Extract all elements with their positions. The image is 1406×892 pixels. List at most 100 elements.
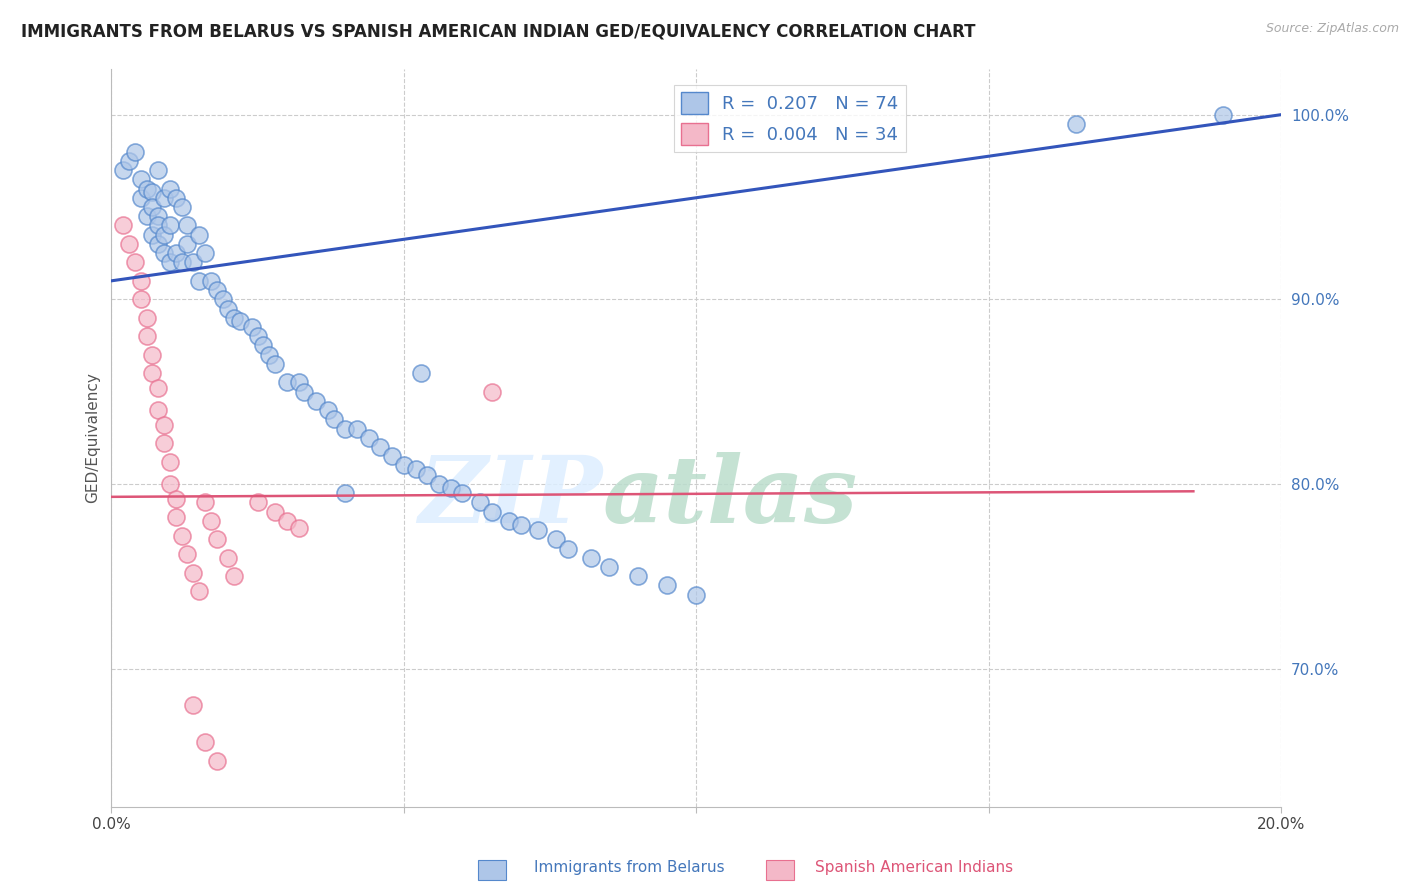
- Point: [224, 310, 246, 325]
- Point: [188, 584, 211, 599]
- Point: [194, 246, 217, 260]
- Point: [124, 145, 146, 159]
- Point: [148, 403, 170, 417]
- Point: [557, 541, 579, 556]
- Point: [148, 163, 170, 178]
- Point: [287, 521, 309, 535]
- Point: [335, 486, 357, 500]
- Point: [498, 514, 520, 528]
- Y-axis label: GED/Equivalency: GED/Equivalency: [86, 372, 100, 503]
- Point: [159, 219, 181, 233]
- Point: [153, 191, 176, 205]
- Point: [370, 440, 392, 454]
- Point: [224, 569, 246, 583]
- Point: [381, 449, 404, 463]
- Point: [159, 455, 181, 469]
- Point: [1066, 117, 1088, 131]
- Point: [181, 255, 204, 269]
- Point: [129, 172, 152, 186]
- Point: [346, 421, 368, 435]
- Point: [264, 505, 287, 519]
- Point: [148, 209, 170, 223]
- Point: [200, 274, 222, 288]
- Point: [287, 376, 309, 390]
- Point: [305, 393, 328, 408]
- Point: [165, 491, 187, 506]
- Text: Spanish American Indians: Spanish American Indians: [815, 861, 1014, 875]
- Point: [176, 219, 198, 233]
- Text: Immigrants from Belarus: Immigrants from Belarus: [534, 861, 725, 875]
- Legend: R =  0.207   N = 74, R =  0.004   N = 34: R = 0.207 N = 74, R = 0.004 N = 34: [673, 85, 905, 153]
- Point: [211, 293, 233, 307]
- Point: [246, 329, 269, 343]
- Point: [141, 185, 163, 199]
- Point: [627, 569, 650, 583]
- Text: Source: ZipAtlas.com: Source: ZipAtlas.com: [1265, 22, 1399, 36]
- Point: [124, 255, 146, 269]
- Point: [439, 481, 461, 495]
- Point: [135, 209, 157, 223]
- Point: [527, 523, 550, 537]
- Point: [170, 528, 193, 542]
- Point: [217, 301, 239, 316]
- Text: atlas: atlas: [603, 452, 858, 541]
- Point: [335, 421, 357, 435]
- Point: [509, 517, 531, 532]
- Point: [159, 476, 181, 491]
- Point: [148, 219, 170, 233]
- Point: [276, 376, 298, 390]
- Point: [165, 246, 187, 260]
- Point: [153, 246, 176, 260]
- Point: [357, 431, 380, 445]
- Point: [141, 366, 163, 380]
- Point: [252, 338, 274, 352]
- Point: [129, 293, 152, 307]
- Point: [112, 219, 135, 233]
- Point: [217, 550, 239, 565]
- Point: [135, 329, 157, 343]
- Point: [159, 181, 181, 195]
- Point: [451, 486, 474, 500]
- Point: [416, 467, 439, 482]
- Point: [392, 458, 415, 473]
- Point: [170, 255, 193, 269]
- Point: [685, 588, 707, 602]
- Point: [405, 462, 427, 476]
- Point: [579, 550, 602, 565]
- Point: [141, 348, 163, 362]
- Text: IMMIGRANTS FROM BELARUS VS SPANISH AMERICAN INDIAN GED/EQUIVALENCY CORRELATION C: IMMIGRANTS FROM BELARUS VS SPANISH AMERI…: [21, 22, 976, 40]
- Point: [135, 181, 157, 195]
- Point: [129, 191, 152, 205]
- Point: [544, 533, 567, 547]
- Point: [176, 236, 198, 251]
- Point: [188, 274, 211, 288]
- Point: [205, 754, 228, 768]
- Point: [194, 735, 217, 749]
- Point: [188, 227, 211, 242]
- Point: [246, 495, 269, 509]
- Point: [153, 227, 176, 242]
- Text: ZIP: ZIP: [419, 452, 603, 541]
- Point: [1212, 108, 1234, 122]
- Point: [294, 384, 316, 399]
- Point: [148, 381, 170, 395]
- Point: [276, 514, 298, 528]
- Point: [118, 153, 141, 168]
- Point: [411, 366, 433, 380]
- Point: [159, 255, 181, 269]
- Point: [481, 505, 503, 519]
- Point: [148, 236, 170, 251]
- Point: [194, 495, 217, 509]
- Point: [229, 314, 252, 328]
- Point: [135, 310, 157, 325]
- Point: [181, 698, 204, 713]
- Point: [141, 227, 163, 242]
- Point: [170, 200, 193, 214]
- Point: [129, 274, 152, 288]
- Point: [141, 200, 163, 214]
- Point: [264, 357, 287, 371]
- Point: [205, 283, 228, 297]
- Point: [165, 191, 187, 205]
- Point: [240, 320, 263, 334]
- Point: [200, 514, 222, 528]
